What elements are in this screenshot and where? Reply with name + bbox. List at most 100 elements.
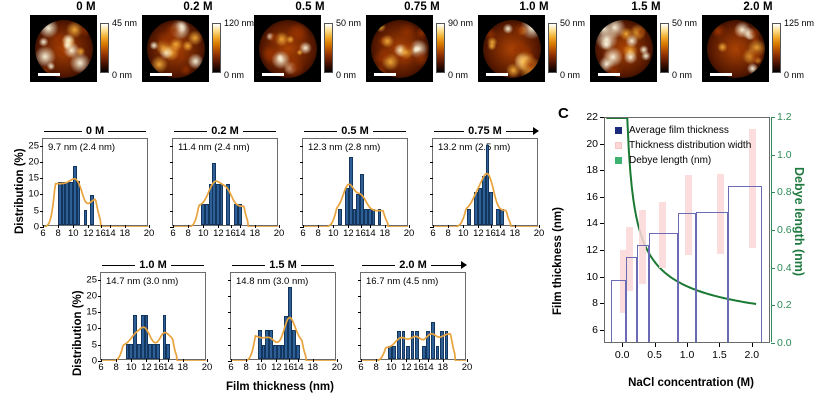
- histogram-bar: [415, 331, 419, 359]
- panel-c-y2-axis-label: Debye length (nm): [792, 167, 806, 277]
- histogram-x-tick-label: 6: [98, 362, 104, 373]
- histogram-x-tickmark: [230, 225, 232, 228]
- histogram-x-tickmark: [146, 359, 148, 362]
- histogram-x-tickmark: [182, 359, 184, 362]
- histogram-y-tickmark: [40, 178, 43, 180]
- histogram-x-tickmark: [448, 225, 450, 228]
- histogram-bar: [144, 314, 149, 359]
- histogram-x-ticks-1: 6 8 10 12 16 14 18 20: [170, 225, 284, 241]
- thickness-distribution-band: [619, 249, 627, 314]
- histogram-bar: [273, 344, 277, 359]
- afm-colorbar-group-4: 50 nm 0 nm: [545, 15, 585, 82]
- histogram-x-tickmark: [116, 359, 118, 362]
- histogram-x-tickmark: [370, 225, 372, 228]
- panel-c-y-tick-label: 18: [586, 164, 598, 177]
- afm-title-4: 1.0 M: [519, 1, 549, 13]
- histogram-y-tickmark: [228, 328, 231, 330]
- histogram-y-tickmark: [430, 194, 433, 196]
- histogram-x-tickmark: [303, 225, 304, 228]
- thickness-distribution-band: [626, 227, 634, 291]
- histogram-x-tick-label: 12: [213, 228, 224, 239]
- histogram-bar: [478, 187, 482, 225]
- afm-figure-2: 50 nm 0 nm: [254, 15, 366, 82]
- legend-label-0: Average film thickness: [629, 125, 729, 136]
- afm-micrograph-2: [254, 15, 321, 82]
- legend-label-2: Debye length (nm): [629, 155, 712, 166]
- histogram-x-tickmark: [442, 359, 444, 362]
- panel-c-x-tickmark: [622, 343, 624, 347]
- histogram-y-tickmark: [300, 145, 303, 147]
- afm-figure-5: 50 nm 0 nm: [590, 15, 702, 82]
- panel-c-y-tickmark: [600, 303, 604, 305]
- histogram-x-tickmark: [124, 225, 126, 228]
- histogram-x-tick-label: 16: [413, 362, 424, 373]
- afm-particle-6: [706, 19, 765, 78]
- afm-colorbar-max-label-6: 125 nm: [784, 18, 815, 28]
- histogram-x-tickmark: [312, 359, 314, 362]
- histogram-y-tickmark: [300, 194, 303, 196]
- histogram-x-axis-label: Film thickness (nm): [226, 381, 334, 393]
- histogram-fit-curve-5: [231, 316, 337, 361]
- afm-title-0: 0 M: [76, 1, 96, 13]
- histogram-fit-curve-4: [101, 326, 207, 361]
- histogram-header-4: 1.0 M: [100, 258, 206, 272]
- histogram-bar: [129, 344, 134, 359]
- histogram-y-tickmark: [170, 178, 173, 180]
- histogram-bar: [345, 187, 349, 225]
- histogram-y-tick-label: 20: [86, 290, 97, 302]
- histogram-bar: [284, 315, 289, 359]
- histogram-0: 0 M 9.7 nm (2.4 nm) 0 5 10 15 20 25 6 8 10 12 16 14 18…: [28, 124, 154, 239]
- histogram-bar: [338, 208, 342, 225]
- panel-c-x-axis-label: NaCl concentration (M): [628, 377, 754, 389]
- afm-figure-1: 120 nm 0 nm: [142, 15, 254, 82]
- histogram-bars-6: [361, 273, 465, 359]
- histogram-x-tick-label: 6: [228, 362, 234, 373]
- histogram-y-tickmark: [300, 178, 303, 180]
- panel-c-x-tick-label: 0.0: [614, 349, 630, 361]
- afm-micrograph-holder-4: [478, 15, 545, 82]
- histogram-x-tickmark: [384, 225, 386, 228]
- histogram-y-tickmark: [430, 161, 433, 163]
- afm-scale-bar-1: [150, 73, 172, 76]
- average-film-thickness-bar: [678, 213, 696, 342]
- histogram-y-tickmark: [358, 361, 361, 362]
- histogram-x-tick-label: 14: [105, 228, 116, 239]
- afm-micrograph-holder-0: [30, 15, 97, 82]
- panel-c-y2-tickmark: [771, 305, 775, 307]
- histogram-x-tick-label: 12: [401, 362, 412, 373]
- afm-figure-0: 45 nm 0 nm: [30, 15, 142, 82]
- histogram-x-tickmark: [218, 225, 220, 228]
- histogram-x-tickmark: [539, 225, 540, 228]
- afm-cell-5: 1.5 M 50 nm 0 nm: [590, 0, 702, 82]
- histogram-x-tick-label: 18: [307, 362, 319, 373]
- afm-particle-4: [482, 19, 541, 78]
- histogram-x-tickmark: [348, 225, 350, 228]
- histogram-x-tickmark: [467, 359, 468, 362]
- histogram-plot-5: 14.8 nm (3.0 nm) 6 8 10 12 16 14 18 20: [228, 272, 342, 373]
- histogram-title-2: 0.5 M: [337, 125, 373, 137]
- legend-swatch-0: [615, 127, 622, 134]
- panel-c-x-tick-label: 1.0: [679, 349, 695, 361]
- histogram-bar: [201, 204, 206, 225]
- histogram-y-tickmark: [40, 227, 43, 228]
- histogram-x-tick-label: 18: [177, 362, 189, 373]
- histogram-bar: [377, 208, 382, 225]
- histogram-x-ticks-0: 6 8 10 12 16 14 18 20: [40, 225, 154, 241]
- afm-title-5: 1.5 M: [631, 1, 661, 13]
- histogram-x-tick-label: 10: [327, 228, 339, 239]
- afm-colorbar-1: [212, 23, 221, 73]
- histogram-x-tickmark: [478, 225, 480, 228]
- histogram-x-tick-label: 8: [243, 362, 249, 373]
- histogram-plot-3: 13.2 nm (2.5 nm) 6 8 10 12 16 14 18 20: [430, 138, 544, 239]
- afm-figure-3: 90 nm 0 nm: [366, 15, 478, 82]
- panel-c-y-tick-label: 22: [586, 111, 598, 123]
- histogram-y-tick-label: 15: [28, 172, 39, 184]
- afm-colorbar-max-label-3: 90 nm: [448, 18, 474, 28]
- panel-c-y-axis-label: Film thickness (nm): [552, 207, 564, 315]
- histogram-y-ticks-0: 0 5 10 15 20 25: [19, 139, 43, 233]
- histogram-bar: [392, 345, 397, 359]
- histogram-y-tick-label: 0: [33, 221, 39, 233]
- histogram-x-tick-label: 20: [533, 228, 545, 239]
- afm-colorbar-0: [100, 23, 109, 73]
- histogram-bars-1: [173, 139, 277, 225]
